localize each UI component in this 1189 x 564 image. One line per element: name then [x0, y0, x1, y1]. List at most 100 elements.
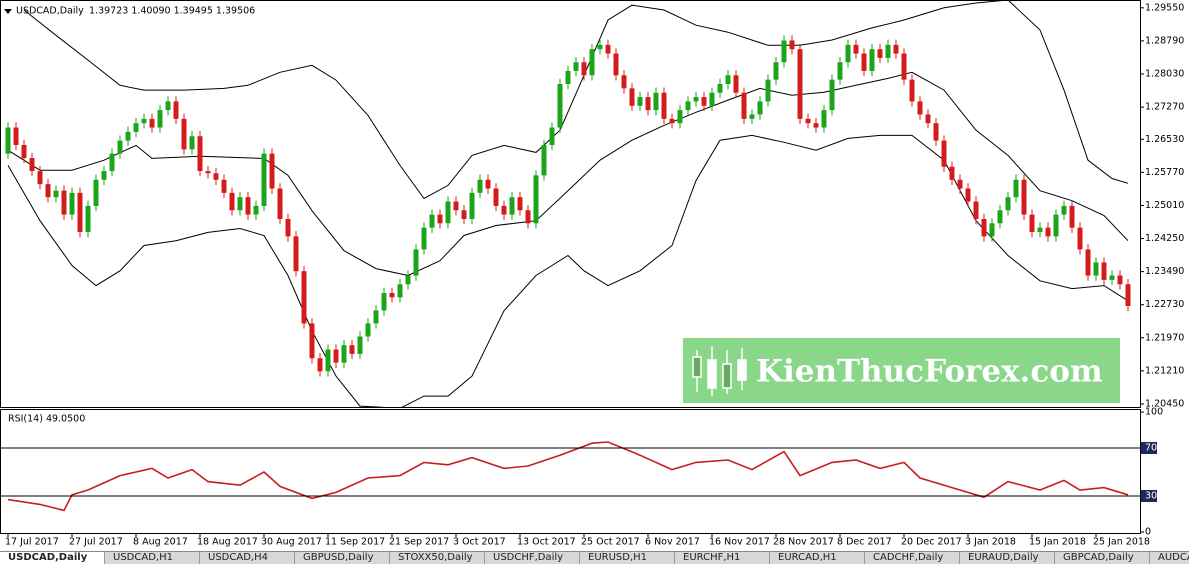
chart-tab[interactable]: USDCAD,Daily — [0, 552, 105, 564]
candle-body — [893, 44, 899, 54]
x-tick-label: 8 Dec 2017 — [837, 537, 892, 548]
rsi-panel-frame — [0, 409, 1141, 534]
candle-body — [357, 336, 363, 354]
candle-body — [365, 323, 371, 337]
candle-body — [589, 49, 595, 76]
candle-body — [557, 84, 563, 128]
candle-body — [597, 44, 603, 50]
x-tick-label: 25 Oct 2017 — [581, 537, 640, 548]
symbol-menu-arrow[interactable] — [4, 9, 12, 14]
candle-body — [5, 127, 11, 154]
y-tick-label: 1.25770 — [1145, 167, 1184, 178]
x-tick-label: 17 Jul 2017 — [5, 537, 59, 548]
candle-body — [573, 62, 579, 71]
chart-tabs: USDCAD,Daily USDCAD,H1 USDCAD,H4 GBPUSD,Dai… — [0, 551, 1189, 564]
candle-body — [885, 44, 891, 58]
y-tick-label: 1.25010 — [1145, 200, 1184, 211]
candle-body — [1117, 275, 1123, 285]
candle-body — [637, 97, 643, 106]
candle-body — [941, 140, 947, 167]
chart-tab[interactable]: CADCHF,Daily — [865, 552, 960, 564]
candle-body — [917, 101, 923, 115]
candle-body — [901, 53, 907, 80]
candle-body — [949, 166, 955, 180]
candle-body — [973, 201, 979, 219]
candle-body — [453, 201, 459, 211]
candle-body — [437, 214, 443, 224]
candle-body — [101, 171, 107, 180]
candle-body — [229, 192, 235, 211]
candle-body — [741, 92, 747, 119]
x-tick-label: 30 Aug 2017 — [261, 537, 322, 548]
chart-tab[interactable]: GBPCAD,Daily — [1055, 552, 1150, 564]
candle-body — [181, 118, 187, 150]
candle-body — [525, 210, 531, 224]
chart-tab[interactable]: EURCAD,H1 — [770, 552, 865, 564]
candle-body — [373, 310, 379, 324]
candle-body — [421, 227, 427, 250]
candle-body — [789, 40, 795, 50]
chart-tab[interactable]: USDCAD,H1 — [105, 552, 200, 564]
chart-tab[interactable]: EURAUD,Daily — [960, 552, 1055, 564]
y-tick-label: 1.22730 — [1145, 299, 1184, 310]
candle-body — [301, 271, 307, 324]
candle-body — [549, 127, 555, 145]
candle-body — [349, 345, 355, 354]
x-tick-label: 28 Nov 2017 — [773, 537, 834, 548]
candle-body — [613, 53, 619, 76]
candle-body — [1029, 214, 1035, 233]
y-tick-label: 1.21970 — [1145, 332, 1184, 343]
chart-tab[interactable]: USDCAD,H4 — [200, 552, 295, 564]
candle-body — [325, 349, 331, 372]
chart-tab[interactable]: EURCHF,H1 — [675, 552, 770, 564]
candle-body — [861, 53, 867, 71]
candle-body — [709, 92, 715, 106]
candle-body — [245, 197, 251, 215]
candle-body — [965, 188, 971, 202]
bollinger-band — [23, 0, 1129, 200]
candle-body — [77, 192, 83, 233]
chart-tab[interactable]: GBPUSD,Daily — [295, 552, 390, 564]
x-tick-label: 3 Oct 2017 — [453, 537, 506, 548]
candle-body — [925, 114, 931, 124]
candle-body — [493, 188, 499, 206]
candle-body — [85, 205, 91, 233]
candle-body — [581, 62, 587, 76]
candle-body — [909, 79, 915, 102]
x-tick-label: 3 Jan 2018 — [965, 537, 1016, 548]
watermark-text: KienThucForex.com — [756, 354, 1103, 390]
y-tick-label: 0 — [1145, 527, 1151, 538]
candle-body — [93, 179, 99, 206]
candle-body — [461, 210, 467, 219]
candle-body — [45, 184, 51, 198]
candle-body — [677, 110, 683, 124]
candle-body — [765, 79, 771, 102]
candle-body — [61, 190, 67, 215]
candle-body — [1013, 179, 1019, 198]
candle-body — [469, 192, 475, 219]
candle-body — [693, 97, 699, 102]
candle-body — [685, 101, 691, 111]
watermark-icon — [692, 346, 747, 396]
chart-tab[interactable]: AUDCAD,Daily — [1150, 552, 1189, 564]
candle-body — [1021, 179, 1027, 215]
candle-body — [1101, 262, 1107, 280]
candle-body — [629, 88, 635, 106]
candle-body — [845, 44, 851, 63]
candle-body — [29, 158, 35, 172]
x-tick-label: 11 Sep 2017 — [325, 537, 385, 548]
chart-tab[interactable]: USDCHF,Daily — [485, 552, 580, 564]
candle-body — [317, 358, 323, 372]
candle-body — [309, 323, 315, 359]
chart-tab[interactable]: STOXX50,Daily — [390, 552, 485, 564]
y-tick-label: 1.23490 — [1145, 266, 1184, 277]
watermark: KienThucForex.com — [683, 338, 1120, 403]
candle-body — [661, 92, 667, 119]
plot-area — [5, 0, 1131, 407]
candle-body — [533, 175, 539, 224]
candle-body — [197, 136, 203, 172]
chart-tab[interactable]: EURUSD,H1 — [580, 552, 675, 564]
x-tick-label: 8 Aug 2017 — [133, 537, 188, 548]
candle-body — [37, 171, 43, 185]
